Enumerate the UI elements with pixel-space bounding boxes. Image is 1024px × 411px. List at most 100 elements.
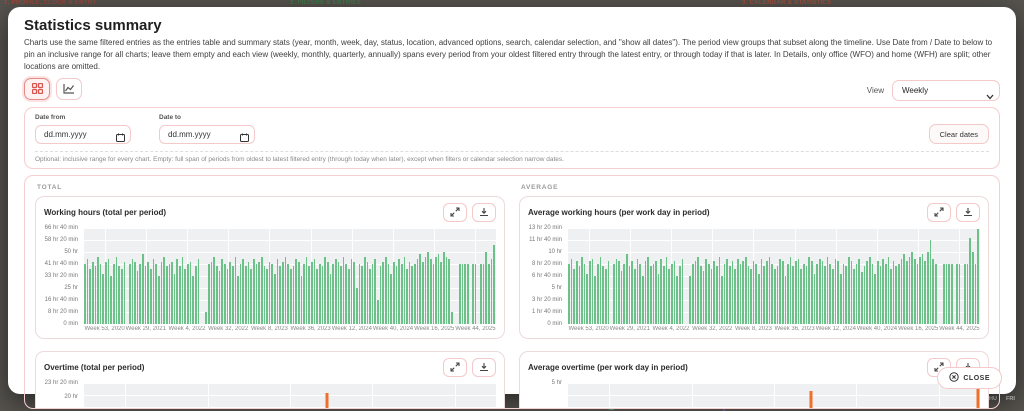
y-tick-label: 16 hr 40 min: [44, 297, 78, 303]
date-to-input[interactable]: [159, 125, 255, 144]
bar: [826, 257, 829, 324]
x-axis: Week 53, 2020 Week 29, 2021 Week 4, 2022 We…: [84, 326, 496, 332]
chart-title: Working hours (total per period): [44, 208, 167, 217]
bar: [731, 261, 734, 324]
bar: [319, 263, 321, 324]
expand-icon: [934, 205, 944, 220]
clear-dates-button[interactable]: Clear dates: [928, 124, 989, 144]
bar: [160, 261, 163, 324]
bar: [461, 263, 464, 324]
download-chart-button[interactable]: [472, 203, 496, 222]
bar: [737, 259, 739, 324]
page-title: Statistics summary: [24, 17, 162, 34]
date-from-input[interactable]: [35, 125, 131, 144]
bar: [966, 264, 969, 324]
view-select[interactable]: Weekly: [892, 80, 1000, 101]
bar: [435, 256, 437, 324]
bar: [573, 268, 575, 324]
bar: [337, 261, 340, 324]
bar: [131, 259, 134, 324]
bar: [266, 268, 268, 324]
download-chart-button[interactable]: [472, 358, 496, 377]
bar: [350, 259, 353, 324]
bar: [636, 259, 639, 324]
bar: [713, 261, 715, 324]
bar: [586, 273, 589, 324]
bar: [458, 263, 461, 324]
bar: [620, 271, 623, 324]
bar: [670, 264, 673, 324]
bar: [440, 261, 443, 324]
bar: [99, 263, 102, 324]
y-tick-label: 13 hr 20 min: [528, 225, 562, 231]
bar: [755, 264, 758, 324]
expand-chart-button[interactable]: [443, 203, 467, 222]
background-top-bar: 1. PROFILE, CLOCK & ENTRY 2. FILTERS & E…: [0, 0, 1024, 7]
x-tick-label: Week 32, 2022: [692, 326, 733, 332]
grid-bars-icon: [31, 82, 43, 97]
download-chart-button[interactable]: [956, 203, 980, 222]
bar: [139, 263, 142, 324]
bar: [816, 264, 818, 324]
bar: [184, 268, 186, 324]
bar: [895, 266, 898, 324]
bar: [136, 271, 139, 324]
bar: [308, 266, 311, 324]
bar: [485, 252, 488, 324]
bar: [289, 268, 292, 324]
bar: [128, 263, 131, 324]
bar: [948, 264, 950, 324]
overtime-chart-card: Overtime (total per period): [35, 351, 505, 408]
bar: [628, 266, 631, 324]
bar: [834, 259, 837, 324]
bar: [581, 257, 583, 324]
bar: [448, 259, 451, 324]
bar: [874, 273, 876, 324]
bar: [86, 259, 89, 324]
bar: [623, 264, 626, 324]
bar: [258, 261, 260, 324]
bar: [710, 268, 713, 324]
bar: [245, 266, 247, 324]
y-tick-label: 58 hr 20 min: [44, 237, 78, 243]
bar: [311, 261, 313, 324]
bar: [163, 256, 165, 324]
y-tick-label: 8 hr 20 min: [531, 261, 562, 267]
bars-layer: [568, 228, 980, 324]
bar: [906, 261, 908, 324]
bar: [631, 261, 634, 324]
total-column: TOTAL Working hours (total per period): [35, 184, 505, 408]
bar-charts-toggle[interactable]: [24, 78, 50, 100]
bar: [734, 268, 736, 324]
close-modal-button[interactable]: CLOSE: [937, 367, 1002, 389]
calendar-icon[interactable]: [240, 129, 249, 147]
date-range-note: Optional: inclusive range for every char…: [35, 151, 989, 168]
y-tick-label: 5 hr: [551, 380, 562, 386]
x-tick-label: Week 36, 2023: [774, 326, 815, 332]
bar: [784, 275, 787, 324]
y-tick-label: 66 hr 40 min: [44, 225, 78, 231]
bar: [776, 266, 779, 324]
x-tick-label: Week 8, 2023: [250, 326, 288, 332]
x-tick-label: Week 53, 2020: [84, 326, 125, 332]
bar: [451, 312, 453, 324]
expand-chart-button[interactable]: [927, 203, 951, 222]
calendar-icon[interactable]: [116, 129, 125, 147]
charts-scroll-container[interactable]: TOTAL Working hours (total per period): [24, 175, 1000, 409]
bar: [887, 257, 890, 324]
bar: [353, 261, 355, 324]
bar: [718, 257, 721, 324]
vertical-gridline: [454, 383, 456, 408]
bar: [935, 264, 937, 324]
chart-style-toggles: [24, 78, 82, 100]
bar: [118, 266, 120, 324]
bar: [866, 261, 869, 324]
vertical-gridline: [856, 383, 858, 408]
chart-title: Average working hours (per work day in p…: [528, 208, 710, 217]
expand-icon: [450, 205, 460, 220]
bar: [155, 263, 157, 324]
expand-chart-button[interactable]: [443, 358, 467, 377]
bar: [107, 259, 110, 324]
bar: [742, 261, 744, 324]
line-charts-toggle[interactable]: [56, 78, 82, 100]
